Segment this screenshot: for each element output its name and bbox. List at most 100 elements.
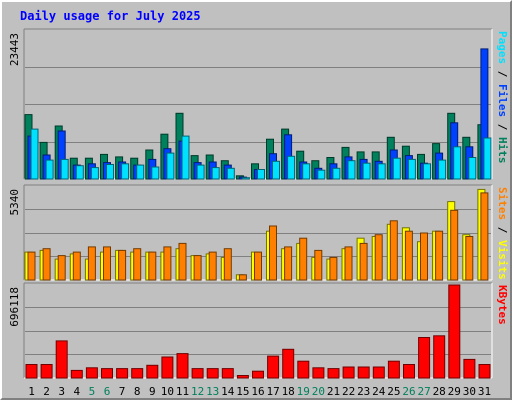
bar-sites-day-14 <box>223 248 232 281</box>
bar-kbytes-day-28 <box>433 335 446 379</box>
bar-pages-day-5 <box>90 167 99 180</box>
bar-sites-day-12 <box>193 255 202 281</box>
axis-label-part: Visits <box>496 240 509 280</box>
bar-pages-day-26 <box>407 158 416 180</box>
bar-pages-day-6 <box>106 164 114 180</box>
bar-kbytes-day-19 <box>297 360 310 379</box>
bar-pages-day-11 <box>181 135 190 180</box>
day-label-20: 20 <box>312 385 325 398</box>
bar-sites-day-16 <box>254 251 262 281</box>
day-label-11: 11 <box>176 385 189 398</box>
series-sites <box>27 192 489 281</box>
bar-kbytes-day-2 <box>40 364 53 379</box>
axis-label-part: Pages <box>496 31 509 64</box>
day-label-6: 6 <box>104 385 111 398</box>
day-label-10: 10 <box>161 385 174 398</box>
bar-kbytes-day-1 <box>25 364 38 379</box>
bar-pages-day-3 <box>60 158 69 180</box>
bar-pages-day-7 <box>121 163 130 180</box>
day-label-31: 31 <box>478 385 491 398</box>
y-max-label: 696118 <box>8 287 21 327</box>
day-label-19: 19 <box>297 385 310 398</box>
day-label-25: 25 <box>387 385 400 398</box>
bar-pages-day-15 <box>241 177 250 180</box>
bar-pages-day-31 <box>483 137 492 180</box>
bar-kbytes-day-30 <box>463 358 476 379</box>
bar-pages-day-21 <box>332 167 341 180</box>
day-label-2: 2 <box>43 385 50 398</box>
panel-hits: 23443 Pages / Files / Hits <box>8 28 509 180</box>
axis-label-hits: Pages / Files / Hits <box>496 31 509 164</box>
panel-kbytes: 696118 KBytes <box>8 282 509 379</box>
y-max-label: 5340 <box>8 189 21 216</box>
axis-label-part: / <box>496 117 509 137</box>
bar-kbytes-day-23 <box>357 366 370 379</box>
day-label-17: 17 <box>266 385 279 398</box>
bar-sites-day-24 <box>374 234 383 281</box>
bar-sites-day-28 <box>435 230 444 281</box>
bar-kbytes-day-20 <box>312 367 325 379</box>
bar-kbytes-day-7 <box>116 368 129 379</box>
bar-kbytes-day-11 <box>176 353 189 379</box>
day-label-26: 26 <box>402 385 415 398</box>
bar-kbytes-day-17 <box>267 355 280 379</box>
day-label-5: 5 <box>89 385 96 398</box>
bar-kbytes-day-5 <box>85 367 98 379</box>
bar-pages-day-27 <box>423 163 431 180</box>
axis-label-kbytes: KBytes <box>496 285 509 325</box>
panel-visits: 5340 Sites / Visits <box>8 184 509 281</box>
bar-kbytes-day-27 <box>418 337 431 379</box>
axis-label-part: Hits <box>496 137 509 164</box>
bar-sites-day-20 <box>314 249 323 281</box>
bar-sites-day-13 <box>208 251 217 281</box>
bar-sites-day-9 <box>148 251 157 281</box>
bar-kbytes-day-21 <box>327 368 340 379</box>
series-pages <box>30 128 492 180</box>
bar-kbytes-day-12 <box>191 368 204 379</box>
bar-kbytes-day-18 <box>282 348 295 379</box>
bar-sites-day-15 <box>238 274 247 281</box>
bar-kbytes-day-6 <box>101 368 113 379</box>
bar-pages-day-18 <box>287 155 296 180</box>
day-label-23: 23 <box>357 385 370 398</box>
bar-sites-day-1 <box>27 251 36 281</box>
bar-kbytes-day-24 <box>372 366 385 379</box>
bar-sites-day-17 <box>269 225 277 281</box>
day-label-24: 24 <box>372 385 386 398</box>
day-label-29: 29 <box>448 385 461 398</box>
y-max-label: 23443 <box>8 33 21 66</box>
bar-pages-day-1 <box>30 128 39 180</box>
bar-pages-day-9 <box>151 166 160 180</box>
bar-kbytes-day-3 <box>55 340 68 379</box>
panel-background <box>24 283 492 378</box>
bar-sites-day-26 <box>404 230 413 281</box>
bar-kbytes-day-26 <box>403 364 415 379</box>
bar-kbytes-day-9 <box>146 364 159 379</box>
bar-sites-day-5 <box>87 246 96 281</box>
bar-sites-day-22 <box>344 246 353 281</box>
axis-label-part: / <box>496 64 509 84</box>
bar-sites-day-4 <box>72 251 81 281</box>
bar-pages-day-13 <box>211 167 220 180</box>
chart-title: Daily usage for July 2025 <box>20 9 201 23</box>
bar-sites-day-7 <box>118 249 127 281</box>
day-label-27: 27 <box>417 385 430 398</box>
bar-kbytes-day-4 <box>70 369 83 379</box>
bar-pages-day-24 <box>377 163 386 180</box>
bar-sites-day-3 <box>57 255 66 281</box>
bar-kbytes-day-22 <box>342 366 355 379</box>
day-label-21: 21 <box>327 385 340 398</box>
day-label-16: 16 <box>251 385 264 398</box>
bar-sites-day-10 <box>163 246 172 281</box>
bar-sites-day-29 <box>450 209 459 281</box>
bar-kbytes-day-29 <box>448 284 461 379</box>
bar-sites-day-11 <box>178 242 187 281</box>
day-label-28: 28 <box>433 385 446 398</box>
day-label-14: 14 <box>221 385 235 398</box>
series-kbytes <box>25 284 491 379</box>
day-label-4: 4 <box>73 385 80 398</box>
axis-label-part: KBytes <box>496 285 509 325</box>
axis-label-visits: Sites / Visits <box>496 187 509 280</box>
day-label-7: 7 <box>119 385 126 398</box>
